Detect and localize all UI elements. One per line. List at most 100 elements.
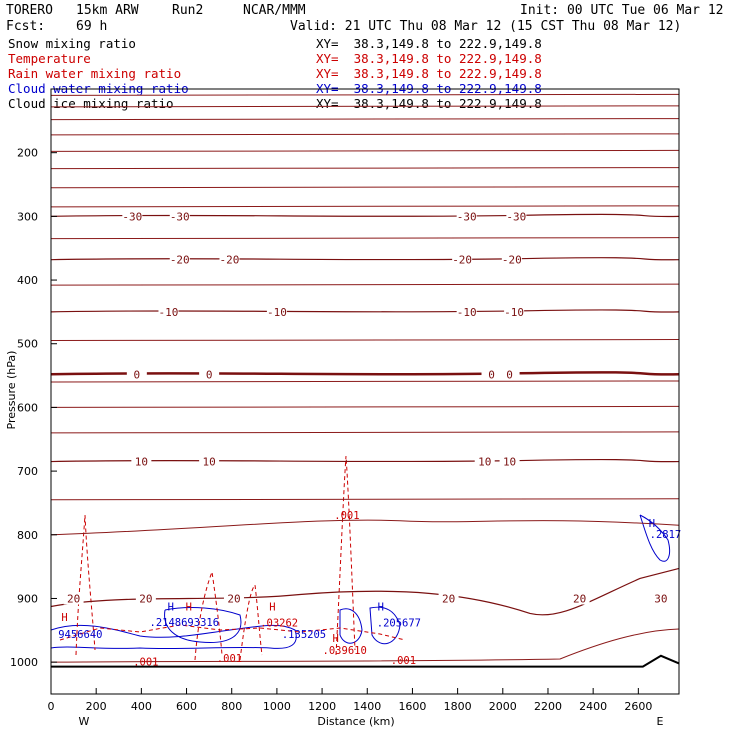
field-rain-name: Rain water mixing ratio: [8, 66, 182, 81]
isotherm-label: 20: [573, 592, 586, 605]
isotherm-line: [50, 380, 680, 383]
isotherm-label-bg: [122, 210, 143, 223]
x-tick-label: 600: [176, 700, 197, 713]
isotherm-label: -10: [504, 306, 524, 319]
annotation-label: .039610: [323, 645, 367, 657]
annotation-label: .001: [217, 653, 242, 665]
x-tick-label: 200: [86, 700, 107, 713]
isotherm-label-bg: [501, 253, 522, 266]
field-temperature-xy: XY= 38.3,149.8 to 222.9,149.8: [316, 51, 542, 66]
isotherm-label-bg: [506, 210, 527, 223]
field-temperature-name: Temperature: [8, 51, 91, 66]
isotherm-label-bg: [481, 368, 502, 381]
isotherm-label-bg: [456, 210, 477, 223]
isotherm-label-bg: [499, 455, 520, 468]
rain-contour: [75, 514, 96, 656]
annotation-label: H: [61, 612, 67, 624]
isotherm-label-bg: [223, 592, 244, 605]
y-tick-label: 600: [17, 401, 38, 414]
isotherm--20: [50, 257, 680, 261]
isotherm--10: [50, 309, 680, 313]
x-tick-label: 1000: [263, 700, 291, 713]
field-snow-xy: XY= 38.3,149.8 to 222.9,149.8: [316, 36, 542, 51]
y-tick-label: 400: [17, 274, 38, 287]
annotation-label: .001: [133, 656, 158, 668]
isotherm-line: [50, 405, 680, 408]
isotherm-line: [50, 167, 680, 170]
isotherm-label: -20: [220, 254, 240, 267]
x-tick-label: 2600: [624, 700, 652, 713]
x-end-right: E: [657, 715, 664, 728]
annotation-label: H: [186, 602, 192, 614]
isotherm-label: 10: [203, 456, 216, 469]
isotherm-label-bg: [63, 592, 84, 605]
isotherm-label: 10: [135, 456, 148, 469]
annotation-label: .205677: [377, 617, 421, 629]
field-cloudice-xy: XY= 38.3,149.8 to 222.9,149.8: [316, 96, 542, 111]
isotherm-label: -30: [122, 210, 142, 223]
x-tick-label: 400: [131, 700, 152, 713]
x-tick-label: 1400: [353, 700, 381, 713]
annotation-label: H: [649, 518, 655, 530]
annotation-label: .135205: [282, 629, 326, 641]
isotherm-label: -30: [506, 210, 526, 223]
isotherm-line: [50, 118, 680, 121]
annotation-label: H: [168, 602, 174, 614]
header-fcst-value: 69 h: [76, 19, 108, 34]
annotation-label: .001: [334, 510, 359, 522]
annotation-label: .2148693316: [150, 617, 220, 629]
plot-frame: [50, 88, 680, 695]
y-tick-label: 200: [17, 147, 38, 160]
rain-contour: [335, 455, 356, 656]
isotherm-line: [50, 339, 680, 342]
annotation-label: H: [269, 602, 275, 614]
isotherm-label-bg: [452, 253, 473, 266]
rain-contour: [194, 570, 223, 661]
y-tick-label: 500: [17, 338, 38, 351]
isotherm-line: [50, 186, 680, 189]
rain-contour: [59, 624, 406, 641]
isotherm-label: -20: [502, 254, 522, 267]
terrain-line: [51, 654, 680, 668]
isotherm-label: -20: [452, 254, 472, 267]
header-resolution: 15km ARW: [76, 3, 139, 18]
x-tick-label: 1600: [398, 700, 426, 713]
x-tick-label: 0: [48, 700, 55, 713]
isotherm-label: -10: [159, 306, 179, 319]
annotation-label: H: [378, 602, 384, 614]
field-snow-name: Snow mixing ratio: [8, 36, 136, 51]
header-model: TORERO: [6, 3, 53, 18]
isotherm-line: [50, 149, 680, 152]
isotherm-label: 0: [134, 368, 141, 381]
isotherm-20: [50, 567, 680, 616]
y-tick-label: 800: [17, 529, 38, 542]
cloud-contour: [50, 624, 297, 650]
cloud-water-contours: [50, 514, 671, 650]
isotherm-label: 10: [503, 456, 516, 469]
isotherm-label-bg: [219, 253, 240, 266]
isotherm-label-bg: [504, 305, 525, 318]
isotherm-label: 0: [488, 368, 495, 381]
x-tick-label: 2400: [579, 700, 607, 713]
x-tick-label: 800: [221, 700, 242, 713]
isotherm-label-bg: [499, 368, 520, 381]
axes: 0 200 400 600 800 1000 1200 1400 1600 1800 2000 220…: [10, 147, 652, 713]
isotherm-label-bg: [438, 592, 459, 605]
isotherm-label-bg: [169, 253, 190, 266]
isotherm-label-bg: [158, 305, 179, 318]
isotherm-label: 20: [227, 592, 240, 605]
header-org: NCAR/MMM: [243, 3, 306, 18]
temperature-contours: -30 -30 -30 -30-20 -20 -20 -20-10 -10 -10 -100 0 0 0…: [50, 93, 680, 668]
isotherm-label-bg: [131, 455, 152, 468]
isotherm-label-bg: [199, 368, 220, 381]
isotherm-label-bg: [650, 592, 671, 605]
isotherm-label: 10: [478, 456, 491, 469]
isotherm-label: -30: [457, 210, 477, 223]
isotherm-line: [50, 498, 680, 501]
isotherm-line: [50, 237, 680, 240]
isotherm-label: 30: [654, 592, 667, 605]
isotherm-line: [50, 93, 680, 96]
isotherm--30: [50, 213, 680, 218]
